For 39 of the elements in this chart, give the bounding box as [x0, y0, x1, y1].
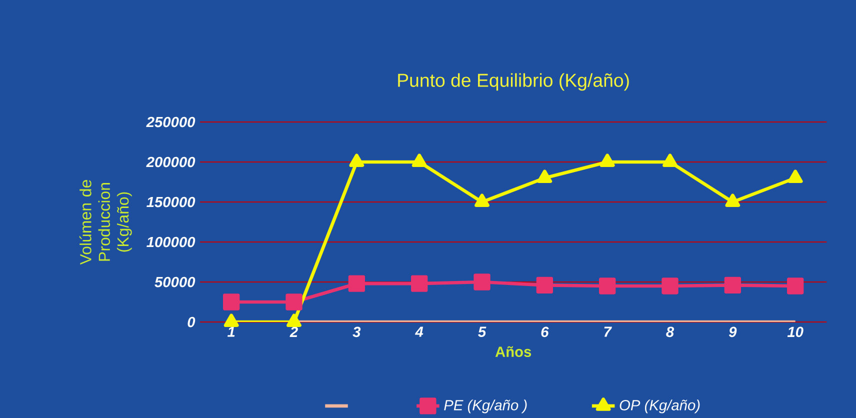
x-tick-label: 6 — [541, 326, 549, 338]
x-tick-label: 1 — [227, 326, 235, 337]
x-axis-title: Años — [495, 346, 532, 357]
x-tick-label: 10 — [787, 326, 804, 338]
point — [600, 154, 615, 168]
point — [725, 194, 740, 208]
point — [599, 278, 616, 294]
point — [537, 170, 552, 184]
point — [223, 294, 240, 310]
point — [662, 278, 678, 294]
point — [662, 154, 678, 168]
y-tick-label: 200000 — [146, 156, 196, 168]
legend-label: PE (Kg/año ) — [444, 400, 527, 414]
y-tick-label: 100000 — [146, 236, 196, 248]
y-axis-title: Volúmen de Produccion (Kg/año) — [79, 180, 132, 265]
point — [788, 170, 803, 184]
legend-label: OP (Kg/año) — [620, 400, 700, 414]
y-tick-label: 50000 — [154, 276, 196, 288]
y-tick-label: 250000 — [146, 116, 196, 128]
y-tick-label: 150000 — [146, 196, 196, 208]
point — [536, 276, 554, 294]
point — [286, 294, 302, 310]
x-tick-label: 3 — [352, 326, 361, 338]
point — [411, 275, 428, 292]
x-tick-label: 8 — [666, 326, 674, 338]
point — [724, 276, 742, 294]
point — [412, 154, 427, 168]
y-tick-label: 0 — [188, 316, 196, 328]
x-tick-label: 2 — [290, 326, 298, 337]
x-tick-label: 5 — [478, 326, 486, 337]
chart-title: Punto de Equilibrio (Kg/año) — [398, 73, 629, 91]
x-tick-label: 7 — [604, 326, 612, 337]
point — [348, 275, 366, 292]
point — [474, 274, 490, 290]
point — [474, 194, 490, 208]
point — [787, 278, 804, 294]
x-tick-label: 9 — [728, 326, 737, 338]
x-tick-label: 4 — [415, 326, 424, 337]
point — [349, 154, 364, 168]
